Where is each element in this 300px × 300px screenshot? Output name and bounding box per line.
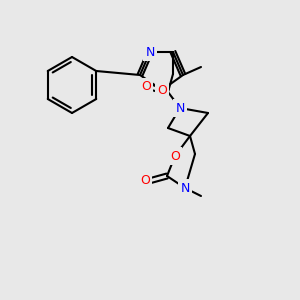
Text: O: O	[170, 149, 180, 163]
Text: N: N	[145, 46, 155, 59]
Text: O: O	[141, 80, 151, 94]
Text: O: O	[140, 175, 150, 188]
Text: N: N	[175, 101, 185, 115]
Text: O: O	[157, 83, 167, 97]
Text: N: N	[180, 182, 190, 194]
